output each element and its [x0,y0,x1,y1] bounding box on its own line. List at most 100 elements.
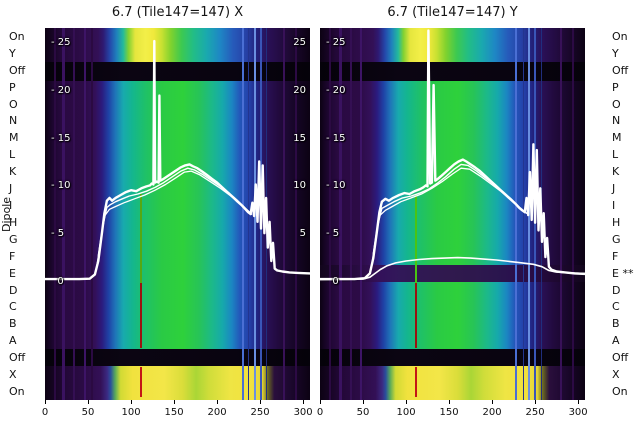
dipole-row-label: P [612,80,619,94]
heatmap-band-off-top [320,61,585,81]
heatmap-feature-line [349,28,352,400]
x-tick-mark [492,400,494,404]
dipole-row-label: K [612,165,620,179]
dipole-row-label: H [612,215,621,229]
dipole-row-label: Off [612,63,629,77]
inner-ytick-label: - 25 [51,37,71,48]
dipole-row-label: F [612,249,619,263]
dipole-row-label: B [9,317,17,331]
x-tick-label: 50 [356,407,370,418]
x-tick-label: 100 [121,407,141,418]
panel-title-y: 6.7 (Tile147=147) Y [387,5,518,20]
inner-ytick-label: - 5 [51,228,65,240]
dipole-row-label: On [612,29,628,43]
x-tick-mark [45,400,46,404]
dipole-row-label: M [9,131,19,145]
dipole-row-label: Off [612,351,629,365]
dipole-row-label: O [9,97,18,111]
x-tick-mark [303,400,305,404]
inner-ytick-label: 20 [293,84,306,96]
dipole-row-label: E [9,266,16,280]
x-tick-mark [535,400,537,404]
inner-ytick-label: - 15 [326,132,346,144]
dipole-row-label: J [612,182,616,196]
heatmap-feature-line [339,28,343,400]
dipole-row-label: I [612,199,616,213]
bandpass-strand-3 [97,170,251,256]
heatmap-feature-line [73,28,76,400]
dipole-row-label: B [612,317,620,331]
dipole-row-label: X [612,368,620,382]
inner-ytick-label: 5 [299,228,306,240]
dipole-row-label: K [9,165,17,179]
heatmap-band-bottom-x-on [45,366,310,400]
dipole-row-label: D [612,283,621,297]
x-tick-label: 250 [525,407,545,418]
dipole-row-label: I [9,199,13,213]
dipole-row-label: D [9,283,18,297]
dipole-row-label: G [612,232,621,246]
dipole-row-label: N [612,114,621,128]
dipole-row-label: L [9,148,16,162]
dipole-row-label: Y [612,46,619,60]
inner-ytick-label: - 5 [326,228,340,240]
x-tick-label: 100 [396,407,416,418]
flagged-dipole-low [320,256,585,281]
heatmap-feature-line [140,366,143,398]
heatmap-feature-line [515,28,518,400]
x-tick-label: 0 [41,407,49,418]
x-tick-label: 150 [164,407,184,418]
dipole-row-label: O [612,97,621,111]
dipole-row-label: X [9,368,17,382]
dipole-row-label: M [612,131,622,145]
heatmap-panel-x: - 25 - 20 - 15 - 10 - 5 0 25 20 15 10 5 [45,28,310,400]
inner-ytick-label: - 10 [326,180,346,192]
x-tick-mark [449,400,451,404]
heatmap-feature-line [54,28,57,400]
inner-ytick-label: - 20 [326,84,346,96]
heatmap-feature-line [329,28,332,400]
x-tick-label: 200 [207,407,227,418]
dipole-row-label: C [9,300,17,314]
bandpass-curves [320,29,585,281]
x-tick-mark [131,400,133,404]
dipole-row-label: G [9,232,18,246]
inner-ytick-label: 15 [293,132,306,144]
x-tick-label: 0 [316,407,324,418]
x-tick-mark [406,400,408,404]
dipole-row-label: J [9,182,13,196]
inner-ytick-label: - 25 [326,37,346,48]
x-tick-mark [260,400,262,404]
dipole-row-label: N [9,114,18,128]
inner-ytick-label: 10 [293,180,306,192]
heatmap-feature-line [559,28,562,400]
heatmap-band-flagged-e [320,264,585,282]
dipole-row-label: Off [9,351,26,365]
x-tick-label: 250 [250,407,270,418]
x-tick-label: 300 [293,407,313,418]
heatmap-feature-line [415,193,418,283]
inner-ytick-label: 25 [293,37,306,48]
x-tick-mark [363,400,365,404]
heatmap-panel-y: - 25 - 20 - 15 - 10 - 5 0 [320,28,585,400]
heatmap-feature-line [91,28,94,400]
panel-title-x: 6.7 (Tile147=147) X [111,5,244,20]
heatmap-feature-line [415,282,418,348]
x-tick-mark [578,400,580,404]
dipole-row-label: A [612,334,620,348]
x-tick-mark [217,400,219,404]
bandpass-strand-3 [372,167,528,254]
inner-ytick-label: - 10 [51,180,71,192]
bandpass-strand-2 [95,167,253,269]
heatmap-feature-line [360,28,363,400]
heatmap-feature-line [415,366,418,398]
dipole-row-label: P [9,80,16,94]
dipole-row-label: F [9,249,16,263]
dipole-row-label: H [9,215,18,229]
dipole-row-label: Y [9,46,16,60]
heatmap-feature-line [140,282,143,348]
heatmap-feature-line [83,28,86,400]
heatmap-feature-line [295,28,298,400]
dipole-row-label: On [612,384,628,398]
